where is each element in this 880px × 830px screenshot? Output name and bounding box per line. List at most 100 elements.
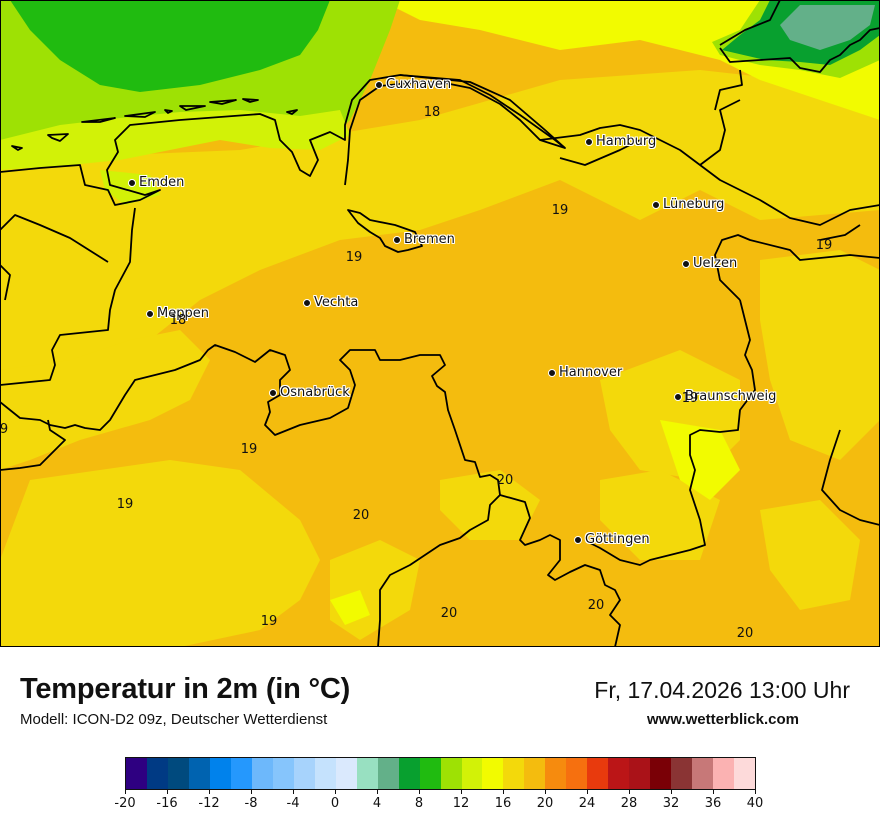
- colorbar-tick: [419, 789, 420, 794]
- city-name: Hamburg: [596, 134, 657, 149]
- temperature-value-label: 19: [260, 614, 278, 629]
- city-name: Meppen: [157, 306, 209, 321]
- colorbar-tick: [461, 789, 462, 794]
- temperature-value-label: 19: [345, 250, 363, 265]
- colorbar-tick: [335, 789, 336, 794]
- city-marker: Hannover: [548, 365, 622, 381]
- temperature-value-label: 20: [496, 473, 514, 488]
- colorbar-tick: [545, 789, 546, 794]
- temperature-map: Cuxhaven Hamburg Emden Lüneburg Bremen Uelzen…: [0, 0, 880, 647]
- colorbar-segment: [566, 758, 588, 789]
- temperature-value-label: 19: [551, 203, 569, 218]
- colorbar-segment: [398, 758, 420, 789]
- colorbar-tick: [125, 789, 126, 794]
- colorbar-tick-label: -12: [198, 796, 220, 811]
- city-name: Emden: [139, 175, 185, 190]
- temperature-value-label: 19: [815, 238, 833, 253]
- colorbar-segment: [167, 758, 189, 789]
- temperature-value-label: 20: [587, 598, 605, 613]
- temperature-value-label: 19: [681, 391, 699, 406]
- colorbar-tick: [503, 789, 504, 794]
- colorbar-segment: [461, 758, 483, 789]
- colorbar-tick: [713, 789, 714, 794]
- city-marker: Vechta: [303, 295, 358, 311]
- city-dot-icon: [146, 310, 154, 318]
- colorbar-ticks: -20 -16 -12 -8 -4 0 4 8 12 16 20 24 28 32 36 40: [114, 789, 763, 819]
- colorbar-segment: [356, 758, 378, 789]
- temperature-value-label: 19: [240, 442, 258, 457]
- valid-datetime: Fr, 17.04.2026 13:00 Uhr: [594, 677, 850, 703]
- colorbar-tick-label: 28: [620, 796, 638, 811]
- city-dot-icon: [674, 393, 682, 401]
- colorbar-segment: [713, 758, 735, 789]
- colorbar-tick: [671, 789, 672, 794]
- city-dot-icon: [585, 138, 593, 146]
- city-dot-icon: [375, 81, 383, 89]
- map-title: Temperatur in 2m (in °C): [20, 673, 351, 705]
- city-name: Uelzen: [693, 256, 738, 271]
- city-dot-icon: [128, 179, 136, 187]
- colorbar-segment: [272, 758, 294, 789]
- colorbar-segment: [692, 758, 714, 789]
- city-name: Osnabrück: [280, 385, 350, 400]
- colorbar-tick: [377, 789, 378, 794]
- colorbar-segment: [188, 758, 210, 789]
- city-marker: Osnabrück: [269, 385, 350, 401]
- colorbar-tick: [755, 789, 756, 794]
- city-marker: Göttingen: [574, 532, 650, 548]
- city-marker: Bremen: [393, 232, 455, 248]
- colorbar-segment: [482, 758, 504, 789]
- temperature-value-label: 20: [440, 606, 458, 621]
- colorbar-segment: [440, 758, 462, 789]
- colorbar-segment: [146, 758, 168, 789]
- city-marker: Lüneburg: [652, 197, 724, 213]
- colorbar-tick-label: -16: [156, 796, 178, 811]
- colorbar-segment: [335, 758, 357, 789]
- colorbar-tick-label: 40: [746, 796, 764, 811]
- colorbar-tick-label: -4: [286, 796, 300, 811]
- temperature-value-label: 18: [169, 313, 187, 328]
- colorbar-segment: [545, 758, 567, 789]
- colorbar-segment: [629, 758, 651, 789]
- map-canvas: [0, 0, 880, 647]
- model-source: Modell: ICON-D2 09z, Deutscher Wetterdie…: [20, 711, 328, 728]
- colorbar-tick-label: 4: [372, 796, 382, 811]
- city-marker: Braunschweig: [674, 389, 776, 405]
- colorbar-segment: [503, 758, 525, 789]
- colorbar-segment: [587, 758, 609, 789]
- city-name: Göttingen: [585, 532, 650, 547]
- website-link[interactable]: www.wetterblick.com: [647, 711, 799, 728]
- city-dot-icon: [652, 201, 660, 209]
- colorbar-segment: [251, 758, 273, 789]
- colorbar-segment: [524, 758, 546, 789]
- colorbar-tick-label: -8: [244, 796, 258, 811]
- city-dot-icon: [548, 369, 556, 377]
- colorbar-tick-label: 12: [452, 796, 470, 811]
- colorbar-tick: [167, 789, 168, 794]
- colorbar-segment: [126, 758, 147, 789]
- map-legend-footer: Temperatur in 2m (in °C) Modell: ICON-D2…: [0, 647, 880, 830]
- city-marker: Emden: [128, 175, 184, 191]
- city-dot-icon: [574, 536, 582, 544]
- temperature-value-label: 20: [736, 626, 754, 641]
- colorbar-tick: [293, 789, 294, 794]
- city-marker: Hamburg: [585, 134, 656, 150]
- colorbar-tick: [251, 789, 252, 794]
- city-dot-icon: [393, 236, 401, 244]
- city-marker: Uelzen: [682, 256, 737, 272]
- city-name: Vechta: [314, 295, 359, 310]
- colorbar-segment: [377, 758, 399, 789]
- city-marker: Meppen: [146, 306, 209, 322]
- colorbar-tick-label: 20: [536, 796, 554, 811]
- temperature-value-label: 9: [0, 422, 9, 437]
- colorbar-tick-label: 16: [494, 796, 512, 811]
- colorbar-tick-label: 24: [578, 796, 596, 811]
- temperature-value-label: 20: [352, 508, 370, 523]
- colorbar-segment: [314, 758, 336, 789]
- city-name: Hannover: [559, 365, 623, 380]
- colorbar-segment: [230, 758, 252, 789]
- colorbar-segment: [608, 758, 630, 789]
- city-name: Cuxhaven: [386, 77, 452, 92]
- colorbar-tick-label: 32: [662, 796, 680, 811]
- colorbar-tick-label: 0: [330, 796, 340, 811]
